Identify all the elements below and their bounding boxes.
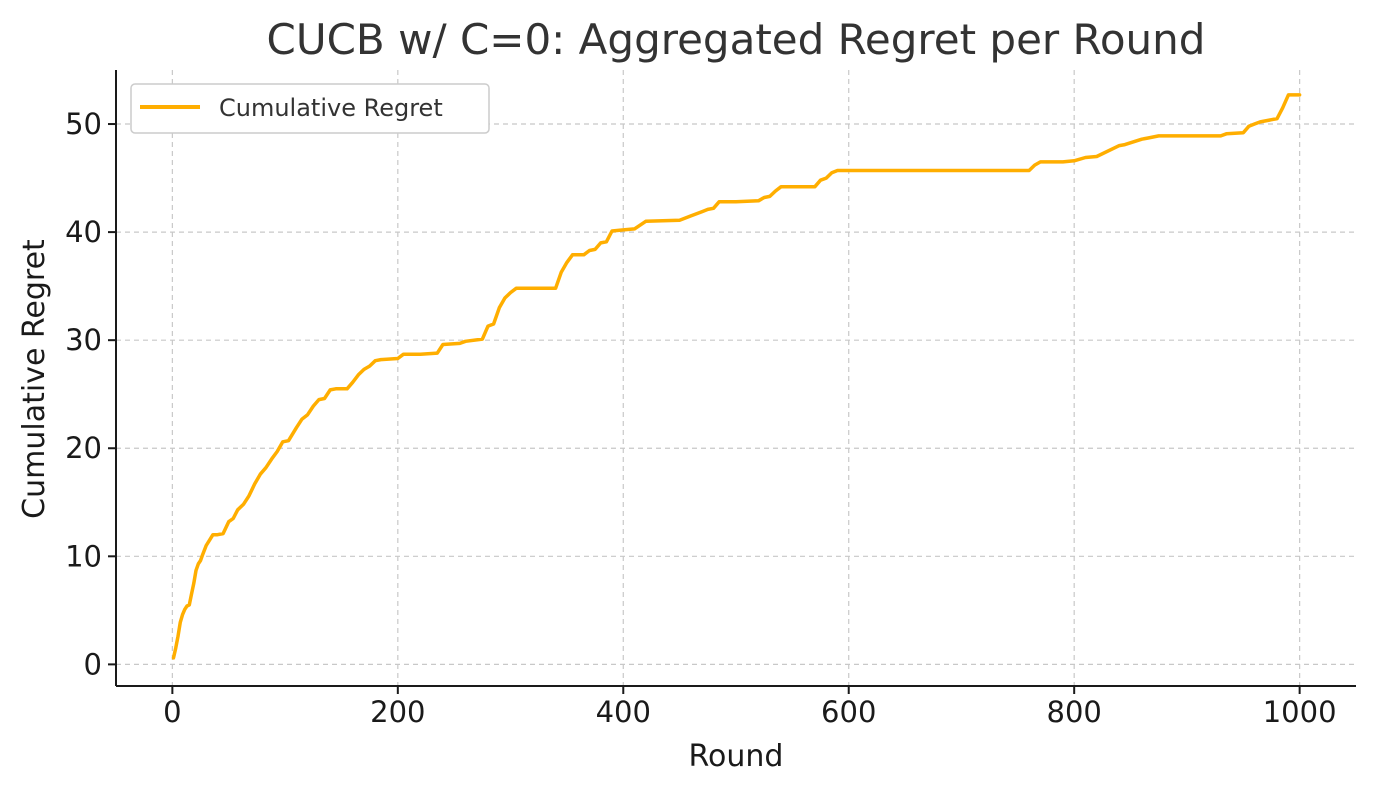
y-tick-label: 20 [65, 431, 102, 465]
y-tick-label: 50 [65, 107, 102, 141]
x-axis-label: Round [689, 739, 784, 774]
axis-ticks: 0 200 400 600 800 1000 0 10 20 30 40 50 [65, 107, 1336, 729]
y-axis-label: Cumulative Regret [17, 239, 52, 519]
series-group [171, 93, 1302, 660]
cumulative-regret-line [171, 93, 1302, 660]
y-tick-label: 0 [84, 647, 102, 681]
axes-spines [115, 70, 1356, 687]
x-tick-label: 0 [163, 695, 181, 729]
y-tick-label: 30 [65, 323, 102, 357]
x-tick-label: 200 [370, 695, 425, 729]
y-tick-label: 40 [65, 215, 102, 249]
legend-box [130, 83, 490, 134]
grid-lines [116, 70, 1356, 686]
legend: Cumulative Regret [130, 83, 490, 134]
x-tick-label: 600 [821, 695, 876, 729]
y-tick-label: 10 [65, 539, 102, 573]
legend-label: Cumulative Regret [219, 94, 443, 122]
x-tick-label: 400 [596, 695, 651, 729]
x-tick-label: 800 [1047, 695, 1102, 729]
chart-title: CUCB w/ C=0: Aggregated Regret per Round [267, 15, 1206, 64]
x-tick-label: 1000 [1263, 695, 1337, 729]
